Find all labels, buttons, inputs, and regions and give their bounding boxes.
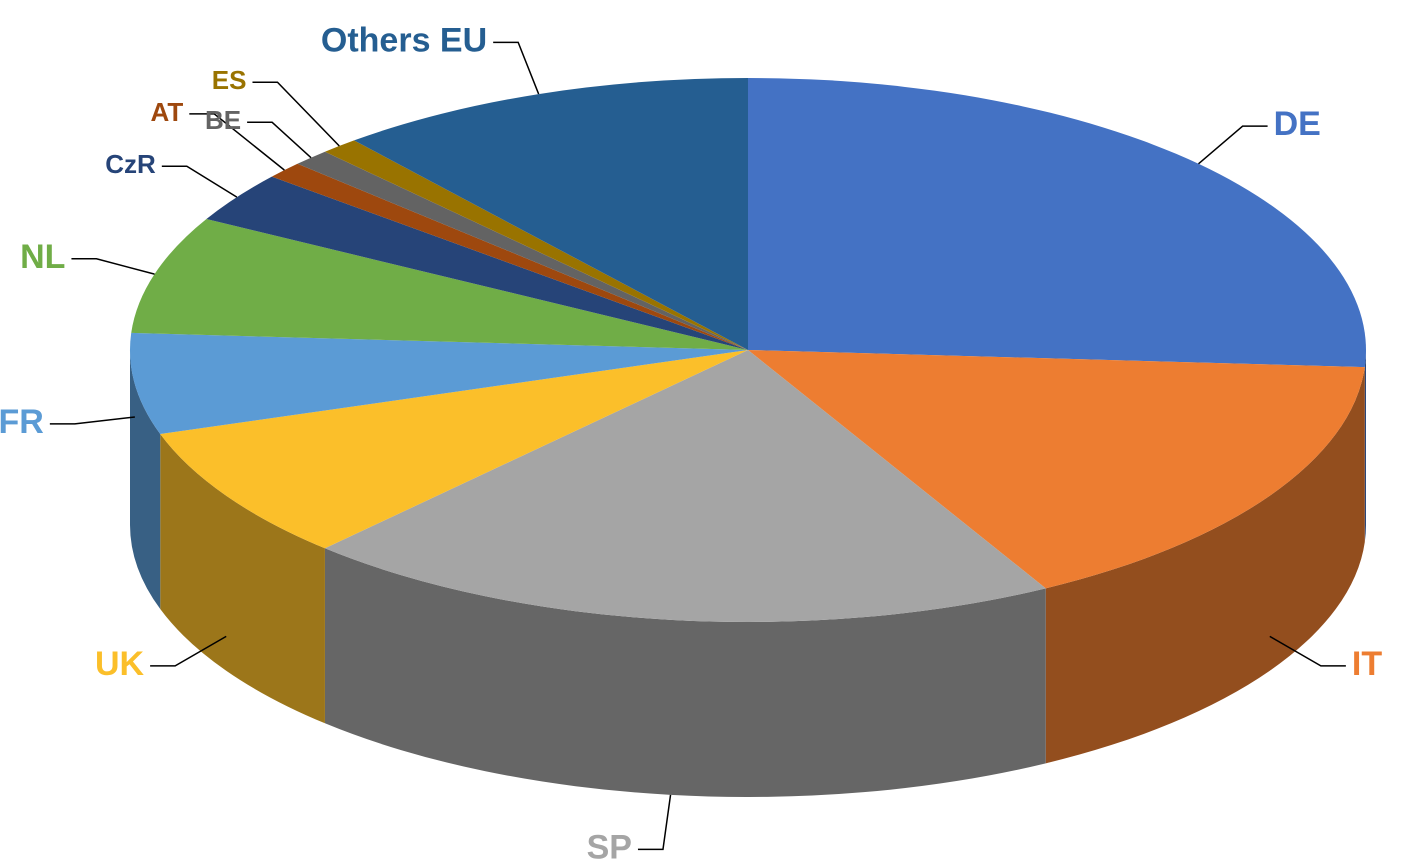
slice-label: UK: [95, 645, 145, 683]
leader-line: [1269, 635, 1346, 667]
slice-side: [130, 350, 161, 610]
slice: [324, 140, 748, 350]
slice-label: DE: [1274, 105, 1321, 143]
leader-line: [1198, 125, 1268, 165]
leader-line: [247, 121, 312, 159]
slice-label: CzR: [105, 149, 156, 179]
leader-line: [493, 41, 540, 95]
slice: [130, 332, 748, 435]
leader-line: [189, 113, 285, 171]
slice: [354, 78, 748, 350]
slice-side: [1364, 350, 1366, 543]
leader-line: [161, 165, 238, 198]
leader-line: [637, 794, 672, 851]
slice: [324, 350, 1046, 622]
slice-label: AT: [151, 97, 184, 127]
slice-side: [324, 548, 1046, 797]
slice-label: IT: [1352, 645, 1382, 683]
slice: [271, 163, 748, 350]
leader-line: [150, 635, 227, 667]
slice-label: SP: [587, 828, 632, 860]
slice-label: NL: [20, 238, 65, 276]
slice: [297, 151, 748, 350]
slice-label: FR: [0, 403, 44, 441]
slice: [206, 176, 748, 350]
slice-side: [1045, 367, 1365, 764]
slice-label: ES: [212, 65, 247, 95]
slice-label: Others EU: [321, 21, 487, 59]
leader-line: [49, 416, 135, 425]
slice: [160, 350, 748, 549]
slice-label: BE: [205, 105, 241, 135]
leader-line: [252, 81, 340, 147]
leader-line: [71, 258, 155, 275]
slice: [748, 78, 1366, 368]
slice: [748, 350, 1365, 589]
slice: [131, 218, 748, 350]
